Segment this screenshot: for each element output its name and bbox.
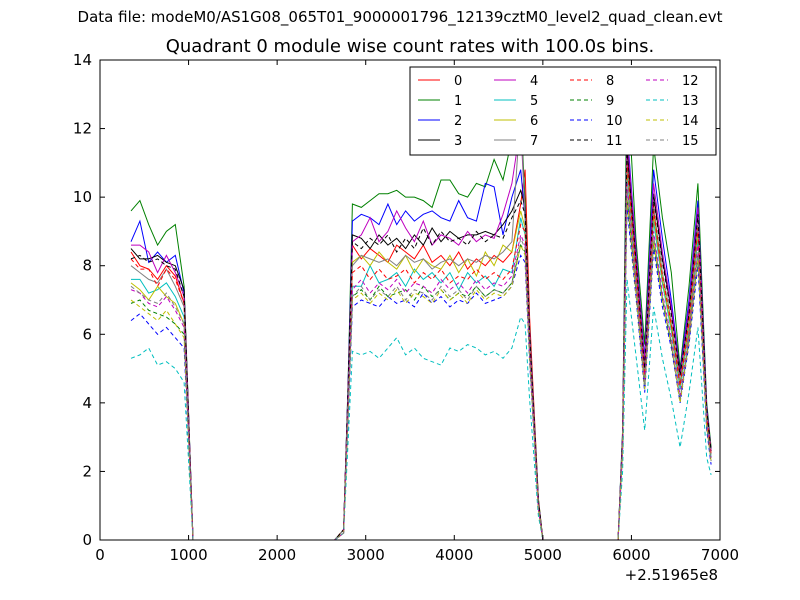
legend-label-3: 3 — [454, 134, 462, 149]
legend-label-5: 5 — [530, 94, 538, 109]
legend-label-8: 8 — [606, 74, 614, 89]
y-tick-label: 4 — [82, 394, 92, 412]
y-tick-label: 12 — [73, 120, 92, 138]
legend-label-14: 14 — [682, 114, 699, 129]
x-tick-label: 2000 — [258, 546, 296, 564]
x-tick-label: 7000 — [701, 546, 739, 564]
x-tick-label: 1000 — [169, 546, 207, 564]
legend-label-2: 2 — [454, 114, 462, 129]
plot-frame — [99, 59, 721, 541]
series-line-4 — [131, 125, 712, 540]
y-tick-label: 2 — [82, 462, 92, 480]
legend-label-0: 0 — [454, 74, 462, 89]
legend-label-15: 15 — [682, 134, 699, 149]
legend-label-1: 1 — [454, 94, 462, 109]
chart-title: Quadrant 0 module wise count rates with … — [165, 36, 655, 57]
x-tick-label: 3000 — [347, 546, 385, 564]
series-line-8 — [130, 162, 712, 540]
y-tick-label: 14 — [73, 51, 92, 69]
legend-label-11: 11 — [606, 134, 623, 149]
legend-label-13: 13 — [682, 94, 699, 109]
y-tick-label: 10 — [73, 188, 92, 206]
x-tick-label: 4000 — [435, 546, 473, 564]
x-tick-label: 0 — [95, 546, 105, 564]
x-tick-label: 5000 — [524, 546, 562, 564]
figure-suptitle: Data file: modeM0/AS1G08_065T01_90000017… — [77, 8, 723, 26]
y-tick-label: 0 — [82, 531, 92, 549]
legend-label-9: 9 — [606, 94, 614, 109]
series-line-14 — [130, 197, 712, 540]
series-layer — [130, 73, 712, 540]
series-line-7 — [130, 107, 712, 540]
series-line-12 — [130, 183, 712, 540]
series-line-1 — [130, 73, 712, 540]
x-offset-label: +2.51965e8 — [625, 566, 718, 584]
legend-label-6: 6 — [530, 114, 538, 129]
legend-label-12: 12 — [682, 74, 699, 89]
y-tick-label: 6 — [82, 325, 92, 343]
x-tick-label: 6000 — [612, 546, 650, 564]
series-line-10 — [130, 207, 712, 540]
series-line-15 — [130, 186, 712, 540]
y-tick-label: 8 — [82, 257, 92, 275]
legend-label-4: 4 — [530, 74, 538, 89]
legend-label-7: 7 — [530, 134, 538, 149]
series-line-13 — [130, 279, 712, 540]
series-line-11 — [130, 149, 712, 540]
legend-label-10: 10 — [606, 114, 623, 129]
legend-box — [409, 66, 717, 156]
